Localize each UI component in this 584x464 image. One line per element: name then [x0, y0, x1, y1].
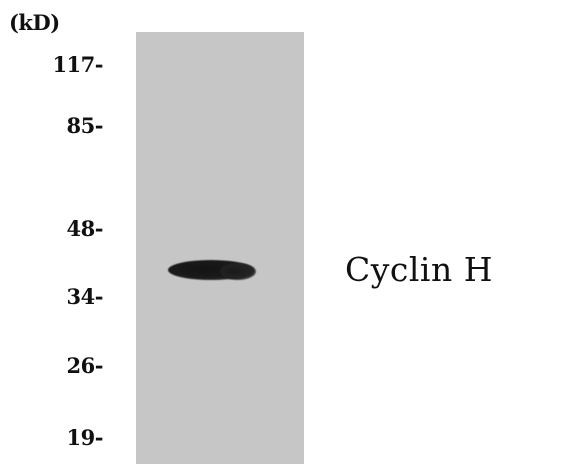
marker-19: 19-: [66, 425, 104, 450]
marker-48: 48-: [66, 216, 104, 241]
marker-85: 85-: [66, 113, 104, 138]
protein-band-tail: [220, 263, 256, 280]
blot-lane: [136, 32, 304, 464]
marker-34: 34-: [66, 284, 104, 309]
protein-label: Cyclin H: [345, 250, 494, 289]
marker-117: 117-: [52, 52, 103, 77]
marker-26: 26-: [66, 353, 104, 378]
molecular-weight-unit-label: (kD): [9, 10, 60, 35]
